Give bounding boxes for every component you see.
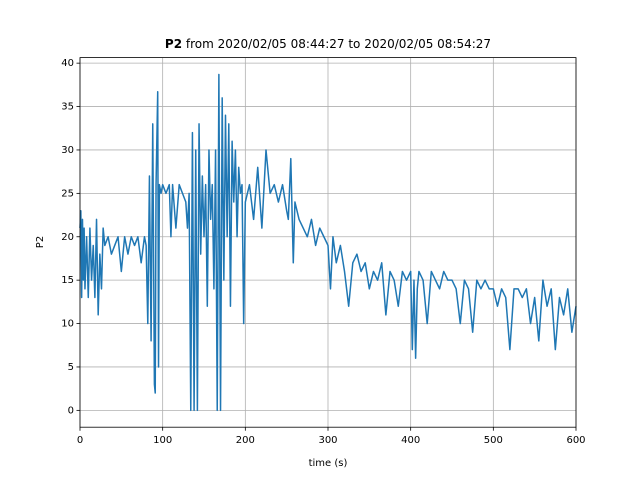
x-tick-label: 200 — [236, 435, 255, 446]
y-tick-label: 35 — [61, 102, 74, 113]
y-tick-label: 0 — [68, 405, 74, 416]
y-axis-label: P2 — [35, 236, 46, 248]
y-tick-label: 20 — [61, 232, 74, 243]
chart-title: P2 from 2020/02/05 08:44:27 to 2020/02/0… — [165, 37, 491, 51]
title-bold: P2 — [165, 37, 182, 51]
x-tick-label: 600 — [566, 435, 585, 446]
x-tick-label: 100 — [153, 435, 172, 446]
y-tick-label: 25 — [61, 188, 74, 199]
plot-frame — [79, 57, 577, 428]
y-tick-label: 5 — [68, 362, 74, 373]
data-line — [79, 73, 577, 412]
title-rest: from 2020/02/05 08:44:27 to 2020/02/05 0… — [186, 37, 491, 51]
x-tick-label: 500 — [484, 435, 503, 446]
x-tick-label: 400 — [401, 435, 420, 446]
x-tick-label: 0 — [77, 435, 83, 446]
y-tick-label: 30 — [61, 145, 74, 156]
x-tick-label: 300 — [318, 435, 337, 446]
y-tick-label: 10 — [61, 319, 74, 330]
y-tick-label: 15 — [61, 275, 74, 286]
x-axis-label: time (s) — [309, 458, 348, 469]
y-tick-label: 40 — [61, 58, 74, 69]
